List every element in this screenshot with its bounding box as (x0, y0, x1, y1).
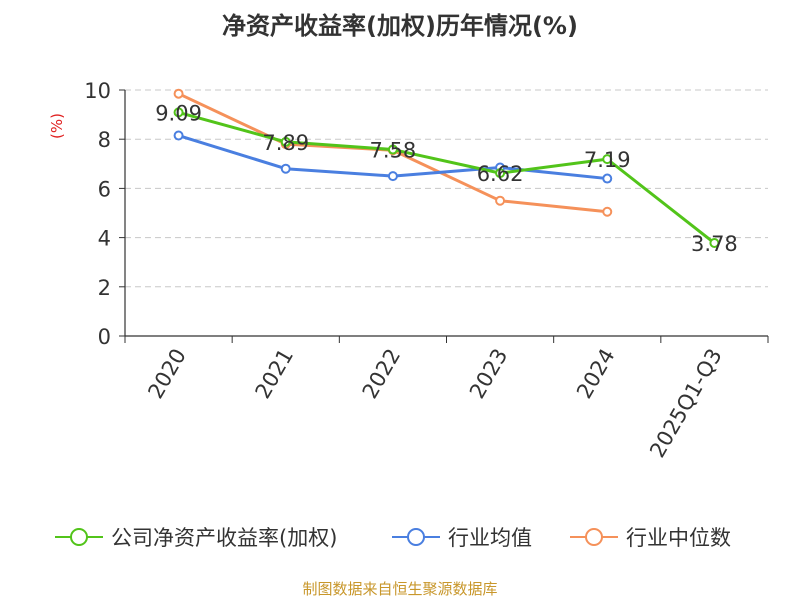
data-point (387, 171, 398, 182)
data-point (280, 136, 291, 147)
y-tick-label: 8 (98, 128, 111, 152)
source-note: 制图数据来自恒生聚源数据库 (302, 580, 498, 598)
data-point (602, 173, 613, 184)
grid-lines (125, 89, 768, 288)
data-label: 3.78 (691, 232, 738, 256)
x-tick-label: 2022 (358, 345, 406, 403)
data-label: 9.09 (155, 101, 202, 125)
data-point (495, 195, 506, 206)
data-point (387, 144, 398, 155)
series-lines (173, 88, 720, 249)
data-label: 7.89 (262, 131, 309, 155)
data-labels: 9.09 7.89 7.58 6.62 7.19 3.78 (155, 101, 738, 256)
y-tick-label: 10 (84, 79, 111, 103)
data-point (173, 130, 184, 141)
data-point (495, 168, 506, 179)
legend-label-company: 公司净资产收益率(加权) (111, 526, 338, 550)
x-tick-label: 2020 (143, 345, 191, 403)
legend-item-industry-mean[interactable]: 行业均值 (392, 520, 532, 554)
series-line-0 (178, 110, 716, 245)
data-label: 7.58 (370, 139, 417, 163)
data-point (602, 154, 613, 165)
data-point (173, 107, 184, 118)
y-tick-label: 4 (98, 227, 111, 251)
data-label: 7.19 (584, 148, 631, 172)
y-tick-label: 2 (98, 276, 111, 300)
legend-item-company[interactable]: 公司净资产收益率(加权) (55, 520, 337, 554)
data-point (709, 238, 720, 249)
y-tick-label: 0 (98, 325, 111, 349)
data-label: 6.62 (477, 162, 524, 186)
data-point (173, 88, 184, 99)
legend-marker-company (55, 528, 103, 546)
chart-title: 净资产收益率(加权)历年情况(%) (222, 12, 578, 40)
x-tick-label: 2024 (572, 345, 620, 403)
data-point (280, 163, 291, 174)
x-tick-label: 2021 (251, 345, 299, 403)
y-axis-label: (%) (48, 113, 66, 139)
data-point (602, 206, 613, 217)
legend: 公司净资产收益率(加权) 行业均值 行业中位数 (0, 520, 800, 554)
y-tick-label: 6 (98, 177, 111, 201)
axes: 0 2 4 6 8 10 2020 2021 2022 2023 2024 2025Q1-Q3 (84, 79, 769, 462)
legend-item-industry-median[interactable]: 行业中位数 (570, 520, 731, 554)
x-tick-label: 2025Q1-Q3 (645, 345, 727, 462)
legend-marker-industry-median (570, 528, 618, 546)
x-tick-label: 2023 (465, 345, 513, 403)
legend-marker-industry-mean (392, 528, 440, 546)
legend-label-industry-mean: 行业均值 (448, 526, 532, 550)
legend-label-industry-median: 行业中位数 (626, 526, 731, 550)
